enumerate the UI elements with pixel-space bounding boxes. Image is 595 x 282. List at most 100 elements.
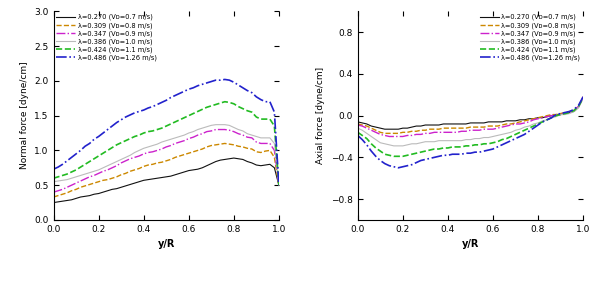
λ=0.424 (Vᴅ=1.1 m/s) [580, 96, 587, 100]
λ=0.347 (Vᴅ=0.9 m/s) [271, 149, 278, 152]
λ=0.270 (Vᴅ=0.7 m/s) [426, 123, 433, 127]
λ=0.424 (Vᴅ=1.1 m/s) [431, 147, 438, 151]
λ=0.424 (Vᴅ=1.1 m/s) [50, 177, 57, 180]
λ=0.486 (Vᴅ=1.26 m/s) [122, 115, 129, 119]
λ=0.386 (Vᴅ=1.0 m/s) [217, 123, 224, 126]
λ=0.347 (Vᴅ=0.9 m/s) [118, 161, 125, 165]
λ=0.270 (Vᴅ=0.7 m/s) [431, 123, 438, 127]
λ=0.424 (Vᴅ=1.1 m/s) [271, 124, 278, 128]
λ=0.386 (Vᴅ=1.0 m/s) [431, 140, 438, 144]
λ=0.347 (Vᴅ=0.9 m/s) [275, 184, 283, 187]
λ=0.424 (Vᴅ=1.1 m/s) [508, 135, 515, 138]
Legend: λ=0.270 (Vᴅ=0.7 m/s), λ=0.309 (Vᴅ=0.8 m/s), λ=0.347 (Vᴅ=0.9 m/s), λ=0.386 (Vᴅ=1.: λ=0.270 (Vᴅ=0.7 m/s), λ=0.309 (Vᴅ=0.8 m/… [480, 13, 581, 62]
λ=0.270 (Vᴅ=0.7 m/s) [212, 160, 220, 163]
λ=0.486 (Vᴅ=1.26 m/s) [99, 131, 107, 135]
λ=0.486 (Vᴅ=1.26 m/s) [508, 139, 515, 142]
Line: λ=0.486 (Vᴅ=1.26 m/s): λ=0.486 (Vᴅ=1.26 m/s) [358, 97, 583, 168]
Legend: λ=0.270 (Vᴅ=0.7 m/s), λ=0.309 (Vᴅ=0.8 m/s), λ=0.347 (Vᴅ=0.9 m/s), λ=0.386 (Vᴅ=1.: λ=0.270 (Vᴅ=0.7 m/s), λ=0.309 (Vᴅ=0.8 m/… [55, 13, 157, 62]
λ=0.424 (Vᴅ=1.1 m/s) [390, 155, 397, 158]
λ=0.347 (Vᴅ=0.9 m/s) [575, 105, 582, 108]
λ=0.486 (Vᴅ=1.26 m/s) [50, 168, 57, 171]
λ=0.386 (Vᴅ=1.0 m/s) [521, 125, 528, 129]
Line: λ=0.347 (Vᴅ=0.9 m/s): λ=0.347 (Vᴅ=0.9 m/s) [54, 129, 279, 192]
λ=0.424 (Vᴅ=1.1 m/s) [408, 153, 415, 156]
X-axis label: y/R: y/R [158, 239, 175, 249]
λ=0.386 (Vᴅ=1.0 m/s) [508, 131, 515, 134]
λ=0.270 (Vᴅ=0.7 m/s) [271, 166, 278, 169]
λ=0.270 (Vᴅ=0.7 m/s) [580, 96, 587, 100]
λ=0.386 (Vᴅ=1.0 m/s) [99, 166, 107, 169]
λ=0.386 (Vᴅ=1.0 m/s) [408, 142, 415, 146]
λ=0.309 (Vᴅ=0.8 m/s) [426, 127, 433, 131]
λ=0.270 (Vᴅ=0.7 m/s) [118, 186, 125, 189]
λ=0.386 (Vᴅ=1.0 m/s) [390, 144, 397, 147]
Line: λ=0.347 (Vᴅ=0.9 m/s): λ=0.347 (Vᴅ=0.9 m/s) [358, 97, 583, 136]
λ=0.386 (Vᴅ=1.0 m/s) [575, 105, 582, 109]
λ=0.386 (Vᴅ=1.0 m/s) [354, 126, 361, 130]
λ=0.309 (Vᴅ=0.8 m/s) [521, 119, 528, 123]
λ=0.486 (Vᴅ=1.26 m/s) [354, 134, 361, 137]
λ=0.424 (Vᴅ=1.1 m/s) [575, 105, 582, 108]
λ=0.309 (Vᴅ=0.8 m/s) [408, 130, 415, 133]
λ=0.486 (Vᴅ=1.26 m/s) [575, 103, 582, 107]
λ=0.386 (Vᴅ=1.0 m/s) [275, 184, 283, 187]
λ=0.486 (Vᴅ=1.26 m/s) [118, 118, 125, 122]
λ=0.347 (Vᴅ=0.9 m/s) [508, 123, 515, 127]
λ=0.270 (Vᴅ=0.7 m/s) [199, 166, 206, 169]
λ=0.347 (Vᴅ=0.9 m/s) [580, 95, 587, 98]
λ=0.424 (Vᴅ=1.1 m/s) [354, 131, 361, 134]
λ=0.309 (Vᴅ=0.8 m/s) [212, 143, 220, 147]
λ=0.424 (Vᴅ=1.1 m/s) [221, 100, 228, 103]
λ=0.486 (Vᴅ=1.26 m/s) [426, 157, 433, 160]
λ=0.270 (Vᴅ=0.7 m/s) [508, 119, 515, 123]
λ=0.270 (Vᴅ=0.7 m/s) [122, 184, 129, 188]
λ=0.486 (Vᴅ=1.26 m/s) [408, 163, 415, 166]
X-axis label: y/R: y/R [462, 239, 479, 249]
λ=0.424 (Vᴅ=1.1 m/s) [122, 139, 129, 142]
λ=0.270 (Vᴅ=0.7 m/s) [381, 127, 389, 131]
λ=0.486 (Vᴅ=1.26 m/s) [275, 184, 283, 187]
λ=0.309 (Vᴅ=0.8 m/s) [354, 122, 361, 126]
λ=0.347 (Vᴅ=0.9 m/s) [408, 134, 415, 137]
λ=0.486 (Vᴅ=1.26 m/s) [221, 78, 228, 81]
λ=0.270 (Vᴅ=0.7 m/s) [50, 201, 57, 204]
λ=0.309 (Vᴅ=0.8 m/s) [221, 142, 228, 145]
λ=0.309 (Vᴅ=0.8 m/s) [508, 122, 515, 126]
λ=0.309 (Vᴅ=0.8 m/s) [122, 172, 129, 175]
λ=0.347 (Vᴅ=0.9 m/s) [386, 135, 393, 138]
λ=0.347 (Vᴅ=0.9 m/s) [212, 128, 220, 131]
λ=0.424 (Vᴅ=1.1 m/s) [99, 151, 107, 155]
λ=0.424 (Vᴅ=1.1 m/s) [118, 141, 125, 144]
Line: λ=0.309 (Vᴅ=0.8 m/s): λ=0.309 (Vᴅ=0.8 m/s) [358, 97, 583, 133]
λ=0.309 (Vᴅ=0.8 m/s) [99, 179, 107, 182]
λ=0.270 (Vᴅ=0.7 m/s) [575, 105, 582, 109]
λ=0.347 (Vᴅ=0.9 m/s) [99, 169, 107, 173]
λ=0.347 (Vᴅ=0.9 m/s) [122, 159, 129, 162]
λ=0.386 (Vᴅ=1.0 m/s) [118, 158, 125, 161]
Line: λ=0.424 (Vᴅ=1.1 m/s): λ=0.424 (Vᴅ=1.1 m/s) [54, 102, 279, 185]
λ=0.309 (Vᴅ=0.8 m/s) [199, 147, 206, 151]
λ=0.270 (Vᴅ=0.7 m/s) [408, 125, 415, 129]
λ=0.486 (Vᴅ=1.26 m/s) [212, 78, 220, 82]
λ=0.386 (Vᴅ=1.0 m/s) [271, 142, 278, 145]
λ=0.347 (Vᴅ=0.9 m/s) [354, 123, 361, 127]
λ=0.486 (Vᴅ=1.26 m/s) [199, 83, 206, 86]
Line: λ=0.386 (Vᴅ=1.0 m/s): λ=0.386 (Vᴅ=1.0 m/s) [54, 125, 279, 185]
λ=0.309 (Vᴅ=0.8 m/s) [431, 127, 438, 131]
λ=0.270 (Vᴅ=0.7 m/s) [275, 184, 283, 187]
λ=0.309 (Vᴅ=0.8 m/s) [271, 156, 278, 159]
λ=0.486 (Vᴅ=1.26 m/s) [271, 111, 278, 114]
λ=0.424 (Vᴅ=1.1 m/s) [275, 184, 283, 187]
Line: λ=0.309 (Vᴅ=0.8 m/s): λ=0.309 (Vᴅ=0.8 m/s) [54, 144, 279, 197]
λ=0.309 (Vᴅ=0.8 m/s) [580, 95, 587, 98]
λ=0.270 (Vᴅ=0.7 m/s) [521, 118, 528, 122]
λ=0.486 (Vᴅ=1.26 m/s) [394, 166, 402, 169]
λ=0.424 (Vᴅ=1.1 m/s) [426, 148, 433, 152]
λ=0.347 (Vᴅ=0.9 m/s) [431, 131, 438, 134]
λ=0.386 (Vᴅ=1.0 m/s) [212, 123, 220, 126]
λ=0.424 (Vᴅ=1.1 m/s) [199, 108, 206, 111]
λ=0.347 (Vᴅ=0.9 m/s) [426, 132, 433, 135]
λ=0.386 (Vᴅ=1.0 m/s) [122, 156, 129, 159]
Line: λ=0.270 (Vᴅ=0.7 m/s): λ=0.270 (Vᴅ=0.7 m/s) [54, 158, 279, 202]
λ=0.486 (Vᴅ=1.26 m/s) [431, 156, 438, 159]
